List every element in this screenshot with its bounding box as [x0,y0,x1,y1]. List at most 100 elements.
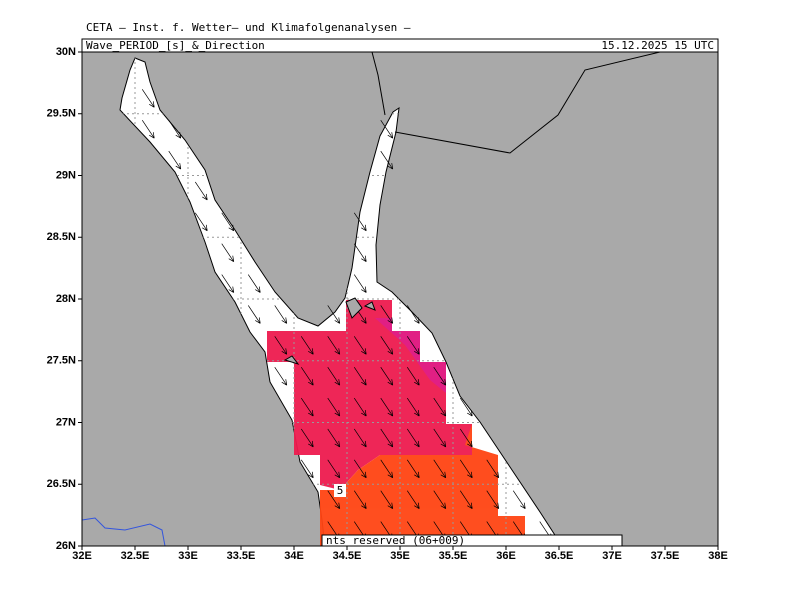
footer: nts reserved (06+009) [326,534,465,547]
map-title: CETA — Inst. f. Wetter— und Klimafolgena… [86,21,411,34]
x-tick-label: 36E [496,550,516,562]
arrow [168,150,182,170]
arrow [380,336,394,355]
arrow [406,490,420,509]
arrow [486,490,500,509]
direction-arrows [141,89,553,540]
arrow [406,336,420,355]
arrow [406,428,420,448]
y-tick-label: 30N [56,46,76,58]
y-tick-label: 27.5N [47,355,76,367]
x-tick-label: 37E [602,550,622,562]
arrow [221,274,235,293]
arrow [141,119,155,139]
arrow [459,428,473,448]
river [82,517,166,546]
arrow [380,428,394,448]
arrow [433,490,447,509]
border [371,52,386,116]
arrow [300,336,314,355]
arrow [353,428,367,448]
arrow [433,428,447,448]
x-tick-label: 33E [178,550,198,562]
arrow [327,490,341,509]
contour-label-bg [334,484,346,497]
x-tick-label: 35.5E [439,550,468,562]
arrow [141,89,155,108]
arrow [327,336,341,355]
arrow [247,305,261,324]
arrow [353,336,367,355]
arrow [459,490,473,509]
arrow [300,366,314,386]
footer-box [321,534,623,546]
border [394,52,661,154]
arrow [300,428,314,448]
x-tick-label: 35E [390,550,410,562]
arrow [433,397,447,417]
island [283,297,376,365]
contour-label: 5 [337,484,344,497]
arrow [274,366,288,386]
y-tick-label: 28.5N [47,231,76,243]
arrow [459,459,473,479]
arrow [406,459,420,479]
arrow [433,366,447,386]
map-date: 15.12.2025 15 UTC [601,39,714,52]
x-tick-label: 38E [708,550,728,562]
arrow [221,212,235,232]
arrow [274,305,288,324]
arrow [327,397,341,417]
arrow [380,305,394,324]
arrow [194,212,208,232]
x-tick-label: 32.5E [121,550,150,562]
arrow [221,243,235,262]
arrow [353,243,367,262]
arrow [433,459,447,479]
x-tick-label: 33.5E [227,550,256,562]
arrow [353,459,367,479]
arrow [380,150,394,170]
arrow [327,459,341,479]
arrow [512,490,526,509]
x-tick-label: 34.5E [333,550,362,562]
arrow [380,119,394,139]
arrow [194,181,208,201]
arrow [380,490,394,509]
y-tick-label: 26N [56,540,76,552]
y-tick-label: 28N [56,293,76,305]
arrow [353,397,367,417]
arrow [353,490,367,509]
arrow [353,274,367,293]
arrow [327,428,341,448]
arrow [406,305,420,324]
axes: 32E 32.5E 33E 33.5E 34E 34.5E 35E 35.5E 36E 36.5E… [47,46,728,562]
period-band-4b [375,318,446,393]
arrow [168,119,182,139]
arrow [300,459,314,479]
x-tick-label: 34E [284,550,304,562]
y-tick-label: 27N [56,416,76,428]
arrow [300,397,314,417]
arrow [459,397,473,417]
arrow [380,397,394,417]
arrow [406,397,420,417]
y-tick-label: 29N [56,169,76,181]
arrow [353,366,367,386]
arrow [486,459,500,479]
x-tick-label: 32E [72,550,92,562]
wave-period-field [267,300,525,546]
y-tick-label: 29.5N [47,108,76,120]
arrow [380,366,394,386]
x-tick-label: 36.5E [545,550,574,562]
arrow [274,336,288,355]
arrow [327,366,341,386]
arrow [406,366,420,386]
period-band-5 [320,424,525,546]
arrow [380,459,394,479]
arrow [353,212,367,232]
arrow [247,274,261,293]
y-tick-label: 26.5N [47,478,76,490]
arrow [327,305,341,324]
